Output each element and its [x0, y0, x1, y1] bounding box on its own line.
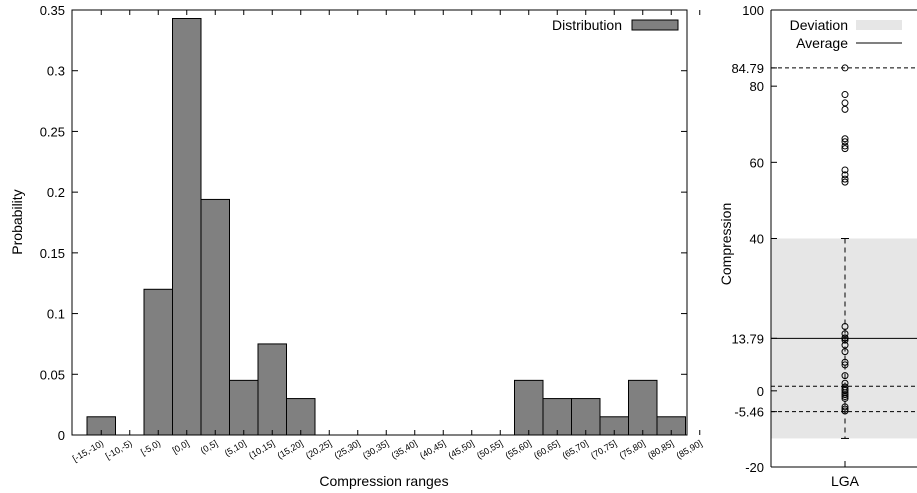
lga-label: LGA — [831, 473, 860, 489]
data-point — [841, 178, 849, 186]
histogram-bar — [200, 198, 230, 436]
data-point — [841, 166, 849, 174]
histogram-bar — [229, 379, 259, 436]
legend-label-distribution: Distribution — [552, 17, 622, 33]
data-points — [841, 64, 849, 415]
data-point — [841, 348, 849, 356]
data-point — [841, 391, 849, 399]
data-point — [841, 403, 849, 411]
histogram-legend: Distribution — [552, 17, 679, 33]
histogram-y-ticks: 0 0.05 0.1 0.15 0.2 0.25 0.3 0.35 — [40, 3, 687, 443]
data-point — [841, 138, 849, 146]
data-point — [841, 336, 849, 344]
y-tick-label: 0.35 — [40, 3, 65, 18]
y-tick-label: 40 — [750, 232, 764, 247]
y-tick-label: 80 — [750, 79, 764, 94]
legend-label-deviation: Deviation — [790, 17, 848, 33]
y-tick-label: 13.79 — [731, 331, 764, 346]
y-tick-label: 0.05 — [40, 367, 65, 382]
box-plot-legend: Deviation Average — [772, 11, 917, 52]
histogram-bars — [86, 18, 686, 436]
data-point — [841, 91, 849, 99]
data-point — [841, 372, 849, 380]
data-point — [841, 358, 849, 366]
data-point — [841, 145, 849, 153]
data-point — [841, 405, 849, 413]
histogram-bar — [628, 379, 658, 436]
histogram-bar — [172, 18, 202, 436]
histogram-bar — [257, 343, 287, 436]
y-tick-label: 0.2 — [47, 185, 65, 200]
y-tick-label: -5.46 — [734, 405, 764, 420]
legend-label-average: Average — [796, 35, 848, 51]
data-point — [841, 142, 849, 150]
box-plot-y-axis-title: Compression — [718, 203, 734, 285]
y-tick-label: -20 — [745, 460, 764, 475]
data-point — [841, 171, 849, 179]
data-point — [841, 175, 849, 183]
y-tick-label: 0 — [58, 428, 65, 443]
y-tick-label: 0.3 — [47, 64, 65, 79]
y-tick-label: 100 — [742, 3, 764, 18]
data-point — [841, 334, 849, 342]
y-tick-label: 0.25 — [40, 124, 65, 139]
box-plot-y-ticks: -20 -5.46 0 13.79 40 60 80 84.79 100 — [731, 3, 777, 475]
histogram-bar — [143, 288, 173, 436]
data-point — [841, 407, 849, 415]
histogram-x-axis-title: Compression ranges — [319, 473, 448, 489]
histogram-y-axis-title: Probability — [9, 189, 25, 254]
legend-swatch-distribution — [631, 19, 679, 31]
data-point — [841, 322, 849, 330]
y-tick-label: 0 — [757, 384, 764, 399]
histogram-bar — [286, 398, 316, 436]
data-point — [841, 64, 849, 72]
data-point — [841, 105, 849, 113]
data-point — [841, 135, 849, 143]
y-tick-label: 60 — [750, 155, 764, 170]
histogram-bar — [514, 379, 544, 436]
box-plot-legend-background — [772, 11, 917, 52]
data-point — [841, 393, 849, 401]
y-tick-label: 0.1 — [47, 307, 65, 322]
histogram-bar — [571, 398, 601, 436]
data-point — [841, 394, 849, 402]
histogram-frame — [71, 9, 688, 436]
y-tick-label: 0.15 — [40, 246, 65, 261]
y-tick-label: 84.79 — [731, 61, 764, 76]
histogram-bar — [542, 398, 572, 436]
box-plot-chart: -20 -5.46 0 13.79 40 60 80 84.79 100 LGA Compres… — [718, 3, 917, 489]
legend-swatch-deviation — [856, 20, 902, 30]
data-point — [841, 361, 849, 369]
